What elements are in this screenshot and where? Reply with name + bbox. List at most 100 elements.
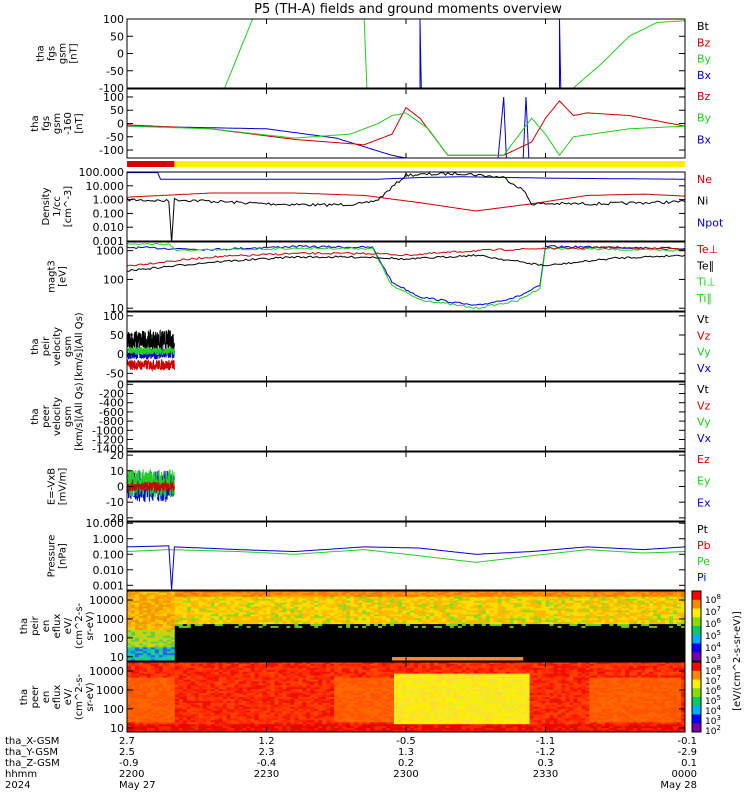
spectrogram-cell <box>533 635 539 639</box>
spectrogram-cell <box>274 622 280 625</box>
spectrogram-cell <box>206 639 212 643</box>
spectrogram-cell <box>182 598 188 602</box>
y-axis-label: [nT] <box>69 43 80 63</box>
spectrogram-cell <box>182 610 188 613</box>
spectrogram-cell <box>509 596 515 600</box>
spectrogram-cell <box>441 604 447 608</box>
spectrogram-cell <box>290 635 295 639</box>
spectrogram-cell <box>585 591 590 594</box>
spectrogram-cell <box>406 618 411 621</box>
spectrogram-cell <box>609 612 614 615</box>
spectrogram-cell <box>414 602 419 606</box>
spectrogram-cell <box>410 651 415 654</box>
spectrogram-cell <box>394 635 399 639</box>
spectrogram-cell <box>398 596 403 600</box>
spectrogram-cell <box>146 610 152 613</box>
y-tick-label: -1400 <box>92 443 124 456</box>
spectrogram-cell <box>497 602 503 606</box>
spectrogram-cell <box>493 639 499 643</box>
spectrogram-cell <box>330 616 335 619</box>
spectrogram-cell <box>414 639 419 643</box>
spectrogram-cell <box>581 608 586 611</box>
spectrogram-cell <box>326 657 331 660</box>
spectrogram-cell <box>234 591 240 594</box>
spectrogram-cell <box>629 606 634 610</box>
spectrogram-cell <box>150 600 156 604</box>
spectrogram-cell <box>334 655 339 658</box>
spectrogram-cell <box>505 647 511 650</box>
spectrogram-cell <box>414 592 419 596</box>
spectrogram-cell <box>302 592 307 596</box>
spectrogram-cell <box>390 639 395 643</box>
spectrogram-cell <box>262 631 268 635</box>
spectrogram-cell <box>170 641 176 645</box>
spectrogram-cell <box>202 627 208 631</box>
spectrogram-cell <box>533 643 539 646</box>
spectrogram-cell <box>501 639 507 643</box>
spectrogram-cell <box>625 614 630 617</box>
spectrogram-cell <box>270 641 276 645</box>
spectrogram-cell <box>178 629 184 633</box>
spectrogram-cell <box>322 637 327 641</box>
spectrogram-cell <box>206 629 212 633</box>
spectrogram-cell <box>629 655 634 658</box>
spectrogram-cell <box>457 635 463 639</box>
spectrogram-cell <box>529 649 535 652</box>
spectrogram-cell <box>621 649 626 652</box>
spectrogram-cell <box>214 645 220 648</box>
spectrogram-cell <box>585 610 590 613</box>
spectrogram-cell <box>633 627 638 631</box>
spectrogram-cell <box>545 620 551 623</box>
spectrogram-cell <box>601 641 606 645</box>
spectrogram-cell <box>294 618 299 621</box>
spectrogram-cell <box>577 620 582 623</box>
spectrogram-cell <box>382 622 387 625</box>
spectrogram-cell <box>198 596 204 600</box>
spectrogram-cell <box>214 635 220 639</box>
spectrogram-cell <box>338 596 343 600</box>
y-tick-label: 50 <box>110 104 124 117</box>
spectrogram-cell <box>318 631 323 635</box>
spectrogram-cell <box>139 651 144 654</box>
spectrogram-cell <box>394 604 399 608</box>
spectrogram-cell <box>449 639 455 643</box>
spectrogram-cell <box>573 600 578 604</box>
spectrogram-cell <box>410 608 415 611</box>
spectrogram-cell <box>557 649 563 652</box>
spectrogram-cell <box>370 620 375 623</box>
spectrogram-cell <box>326 639 331 643</box>
spectrogram-cell <box>641 602 646 606</box>
spectrogram-cell <box>218 649 224 652</box>
spectrogram-cell <box>282 614 287 617</box>
spectrogram-cell <box>142 641 148 645</box>
spectrogram-cell <box>497 620 503 623</box>
spectrogram-cell <box>274 596 280 600</box>
spectrogram-cell <box>573 655 578 658</box>
spectrogram-cell <box>545 643 551 646</box>
spectrogram-cell <box>613 612 618 615</box>
spectrogram-cell <box>394 600 399 604</box>
spectrogram-cell <box>605 610 610 613</box>
spectrogram-cell <box>601 633 606 637</box>
spectrogram-cell <box>246 629 252 633</box>
spectrogram-cell <box>473 633 479 637</box>
spectrogram-cell <box>613 643 618 646</box>
spectrogram-cell <box>489 637 495 641</box>
spectrogram-cell <box>206 645 212 648</box>
spectrogram-cell <box>150 598 156 602</box>
spectrogram-cell <box>617 592 622 596</box>
y-tick-label: 100 <box>103 13 124 26</box>
spectrogram-cell <box>378 620 383 623</box>
spectrogram-cell <box>362 645 367 648</box>
spectrogram-cell <box>517 653 523 656</box>
spectrogram-cell <box>246 649 252 652</box>
spectrogram-cell <box>266 657 272 660</box>
spectrogram-cell <box>278 608 284 611</box>
spectrogram-cell <box>194 612 200 615</box>
spectrogram-cell <box>139 626 144 629</box>
spectrogram-cell <box>509 612 515 615</box>
spectrogram-cell <box>577 653 582 656</box>
spectrogram-cell <box>573 618 578 621</box>
spectrogram-cell <box>565 641 570 645</box>
spectrogram-cell <box>230 647 236 650</box>
